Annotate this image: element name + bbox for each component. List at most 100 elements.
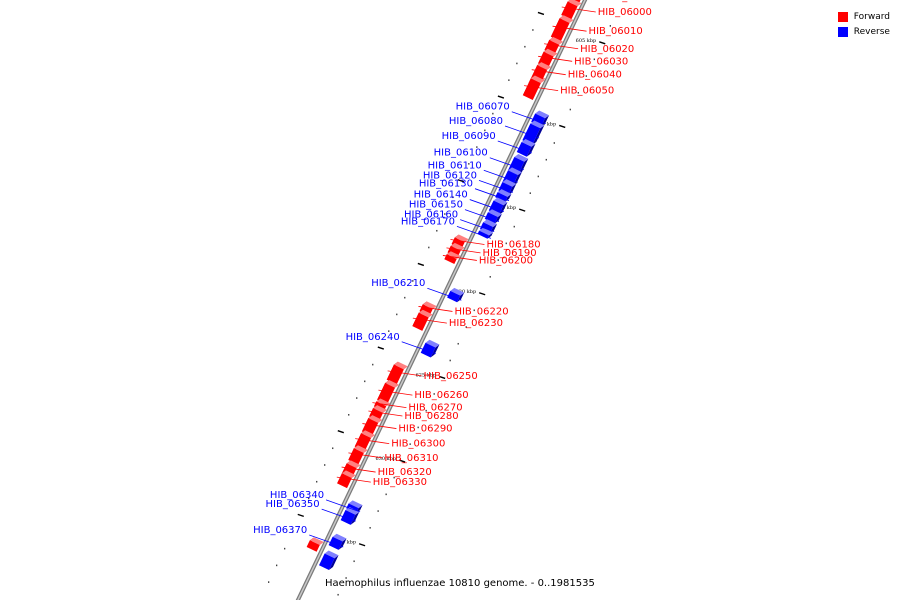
gene-hib_06240[interactable] <box>420 339 440 358</box>
gene-label: HIB_06310 <box>384 453 438 464</box>
minor-tick <box>385 493 387 496</box>
minor-tick <box>284 547 286 550</box>
minor-tick <box>268 581 270 583</box>
gene-label: HIB_06120 <box>423 170 477 181</box>
minor-tick <box>492 112 494 115</box>
gene-hib_06350[interactable] <box>340 507 360 525</box>
minor-tick <box>372 363 374 366</box>
gene-top-face <box>341 470 356 479</box>
gene-top-face <box>559 15 574 24</box>
gene-hib_06230[interactable] <box>412 309 433 331</box>
gene-unlabeled[interactable] <box>319 550 339 570</box>
gene-top-face <box>332 533 347 542</box>
legend-forward-label: Forward <box>853 11 890 22</box>
gene-top-face <box>479 227 494 236</box>
gene-hib_06010[interactable] <box>550 15 574 42</box>
minor-tick <box>417 426 419 429</box>
gene-top-face <box>535 110 550 119</box>
major-tick <box>377 346 385 350</box>
gene-side-face <box>526 143 536 157</box>
genome-axis <box>297 0 586 600</box>
minor-tick <box>532 29 534 31</box>
gene-top-face <box>537 62 552 70</box>
gene-top-face <box>493 197 508 206</box>
gene-top-face <box>502 179 517 187</box>
gene-label: HIB_06090 <box>442 131 496 142</box>
gene-hib_06310[interactable] <box>348 445 368 465</box>
gene-label: HIB_06170 <box>401 216 455 227</box>
gene-top-face <box>309 537 324 546</box>
gene-label: HIB_06040 <box>568 70 622 81</box>
gene-block <box>348 448 364 465</box>
gene-label: HIB_06250 <box>424 371 478 382</box>
kbp-tick-label: 625 kbp <box>416 372 437 378</box>
gene-top-face <box>425 339 440 348</box>
ticks-layer: 605 kbp 610 kbp 615 kbp 620 kbp 625 kbp 630 k… <box>268 11 611 596</box>
minor-tick <box>396 313 398 316</box>
gene-block <box>444 254 457 264</box>
gene-label: HIB_06100 <box>434 148 488 159</box>
minor-tick <box>468 163 470 165</box>
gene-hib_06330[interactable] <box>337 470 356 489</box>
minor-tick <box>433 393 435 395</box>
gene-side-face <box>430 344 440 358</box>
gene-hib_06090[interactable] <box>516 138 536 157</box>
gene-label: HIB_06070 <box>456 102 510 113</box>
gene-hib_06050[interactable] <box>522 75 545 101</box>
label-leader <box>489 157 524 171</box>
gene-top-face <box>450 242 465 251</box>
legend-forward: Forward <box>837 9 890 24</box>
labels-layer: HIB_05990HIB_06000HIB_06010HIB_06020HIB_… <box>253 0 659 548</box>
label-leader <box>561 6 596 13</box>
gene-hib_06210[interactable] <box>447 287 465 303</box>
major-tick <box>537 11 545 16</box>
gene-side-face <box>498 202 508 216</box>
minor-tick <box>553 142 555 144</box>
minor-tick <box>497 259 499 261</box>
major-tick <box>518 208 526 212</box>
gene-top-face <box>514 154 529 162</box>
gene-side-face <box>494 213 502 224</box>
minor-tick <box>569 108 571 111</box>
gene-top-face <box>483 219 498 228</box>
label-leader <box>478 179 514 193</box>
label-leader <box>442 255 477 261</box>
label-leader <box>544 43 579 50</box>
minor-tick <box>593 58 595 61</box>
kbp-tick-label: 620 kbp <box>456 289 477 295</box>
gene-label: HIB_06140 <box>414 190 468 201</box>
gene-side-face <box>328 555 339 570</box>
minor-tick <box>337 593 339 596</box>
gene-hib_06200[interactable] <box>444 251 461 264</box>
major-tick <box>398 459 406 463</box>
minor-tick <box>457 342 459 345</box>
label-leader <box>418 306 453 312</box>
gene-top-face <box>530 75 545 84</box>
genome-caption: Haemophilus influenzae 10810 genome. - 0… <box>325 578 595 589</box>
label-leader <box>483 169 518 183</box>
gene-block <box>522 78 541 101</box>
gene-unlabeled[interactable] <box>306 537 324 552</box>
gene-side-face <box>517 158 529 176</box>
gene-top-face <box>368 415 383 423</box>
label-leader <box>524 85 559 91</box>
major-tick <box>457 179 465 183</box>
gene-block <box>561 1 578 20</box>
label-leader <box>464 209 500 222</box>
gene-label: HIB_06050 <box>560 86 614 97</box>
minor-tick <box>345 577 347 579</box>
label-leader <box>372 402 407 409</box>
gene-hib_06250[interactable] <box>386 361 408 385</box>
gene-side-face <box>487 232 494 239</box>
legend-reverse-swatch <box>837 26 848 37</box>
minor-tick <box>513 225 515 228</box>
gene-top-face <box>324 550 339 559</box>
legend: Forward Reverse <box>837 9 890 39</box>
gene-label: HIB_06200 <box>479 255 533 266</box>
label-leader <box>538 55 573 62</box>
gene-hib_06150[interactable] <box>484 209 502 224</box>
minor-tick <box>353 560 355 563</box>
label-leader <box>460 219 495 233</box>
gene-hib_06370[interactable] <box>328 533 347 550</box>
